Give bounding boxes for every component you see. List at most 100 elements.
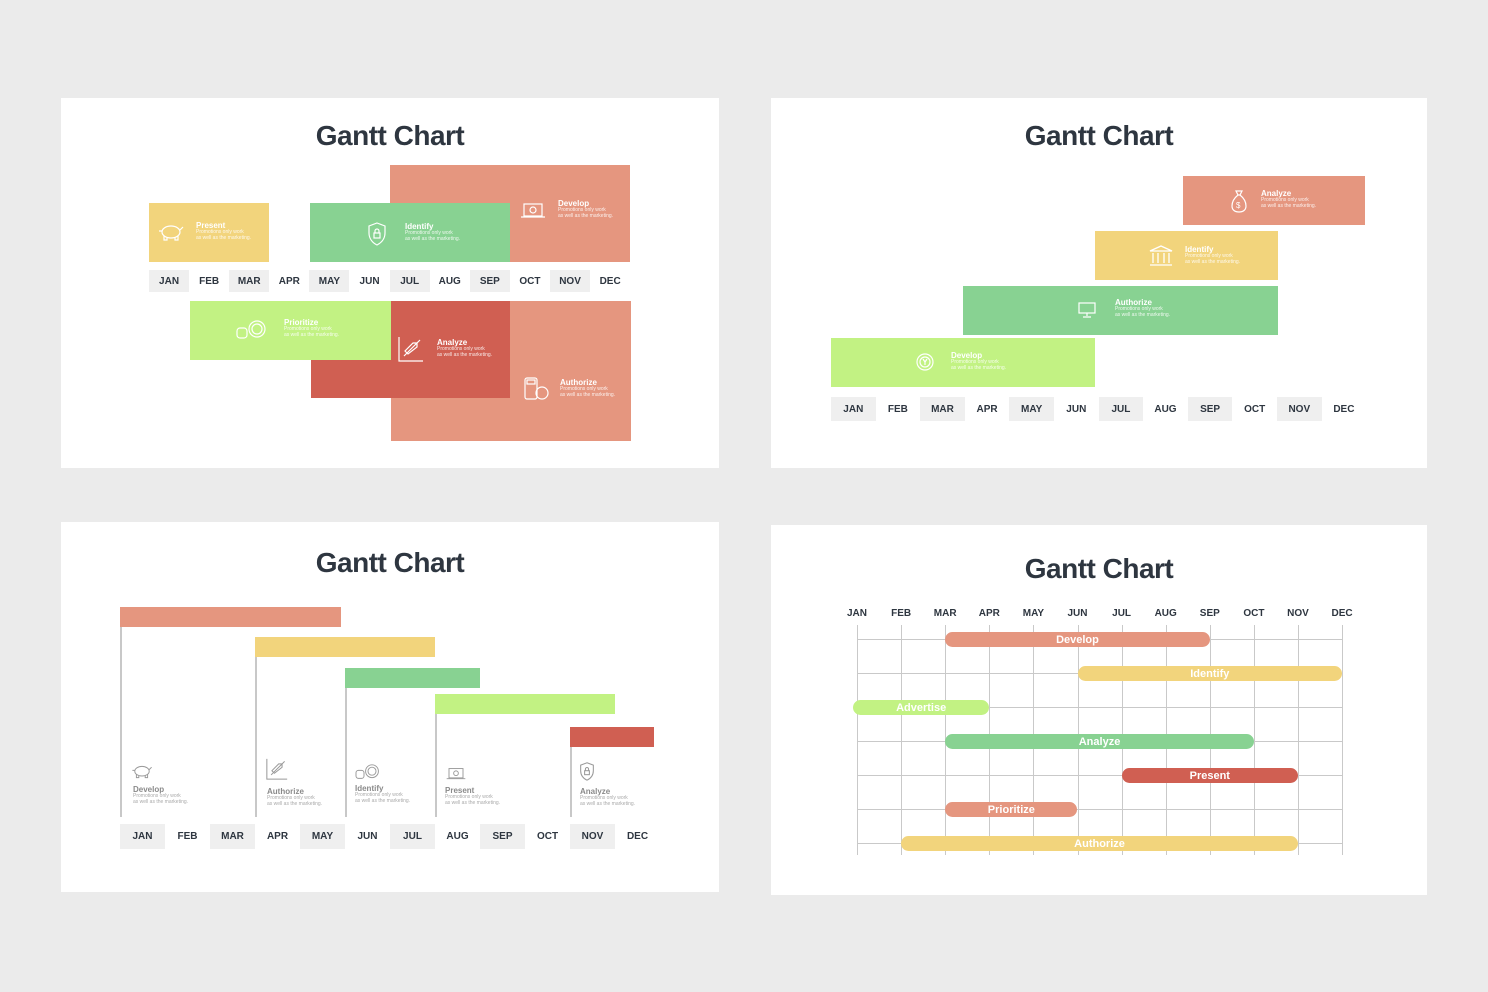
month-label-mar: MAR — [933, 608, 957, 619]
task-bar-present — [435, 694, 615, 714]
task-block-analyze — [1183, 176, 1365, 225]
month-label-aug: AUG — [1154, 403, 1177, 415]
task-block-authorize — [963, 286, 1278, 335]
month-label-sep: SEP — [1199, 608, 1220, 619]
month-label-aug: AUG — [446, 831, 469, 842]
month-label-may: MAY — [1009, 397, 1054, 421]
grid-vertical-line — [1342, 625, 1344, 855]
month-label-nov: NOV — [1277, 397, 1322, 421]
month-label-oct: OCT — [1244, 403, 1266, 415]
svg-text:$: $ — [1236, 201, 1241, 210]
task-bar-label: Analyze — [1078, 735, 1121, 748]
task-bar-label: Prioritize — [987, 803, 1035, 816]
month-label-apr: APR — [278, 275, 300, 287]
task-label-analyze: Analyze Promotions only work as well as th… — [580, 787, 636, 807]
month-label-jan: JAN — [831, 397, 876, 421]
task-bar-label: Develop — [1056, 633, 1099, 646]
grid-horizontal-line — [857, 775, 1343, 776]
task-label-develop: Develop Promotions only work as well as th… — [951, 351, 1007, 371]
month-label-oct: OCT — [1243, 608, 1265, 619]
slide-1-title: Gantt Chart — [315, 120, 465, 151]
task-block-develop — [831, 338, 1095, 387]
month-label-jun: JUN — [357, 831, 378, 842]
month-label-apr: APR — [266, 831, 289, 842]
month-label-feb: FEB — [887, 403, 908, 415]
slide-2-title: Gantt Chart — [1024, 120, 1174, 151]
drop-line — [435, 714, 437, 817]
task-label-present: Present Promotions only work as well as th… — [196, 221, 252, 241]
month-label-dec: DEC — [626, 831, 649, 842]
task-label-prioritize: Prioritize Promotions only work as well as… — [284, 318, 340, 338]
task-bar-label: Identify — [1190, 667, 1230, 680]
yen-coin-icon — [916, 353, 934, 371]
task-label-authorize: Authorize Promotions only work as well as … — [560, 378, 616, 398]
drop-line — [255, 657, 257, 817]
month-label-may: MAY — [309, 270, 350, 292]
month-label-feb: FEB — [177, 831, 198, 842]
month-label-jun: JUN — [359, 275, 380, 287]
task-block-identify — [310, 203, 510, 262]
task-block-identify — [1095, 231, 1278, 280]
grid-vertical-line — [1298, 625, 1299, 855]
month-label-jul: JUL — [390, 824, 435, 849]
task-bar-label: Authorize — [1074, 837, 1125, 850]
month-label-mar: MAR — [210, 824, 255, 849]
piggy-bank-icon — [132, 765, 152, 779]
month-label-aug: AUG — [438, 275, 461, 287]
task-bar-present: Present — [1121, 768, 1298, 783]
month-label-jun: JUN — [1066, 403, 1087, 415]
drop-line — [120, 627, 122, 817]
month-label-apr: APR — [976, 403, 998, 415]
rocket-chart-icon — [266, 758, 288, 780]
laptop-icon — [521, 203, 545, 218]
task-block-prioritize — [190, 301, 391, 360]
rocket-chart-icon — [398, 337, 423, 362]
month-label-apr: APR — [978, 608, 1000, 619]
month-label-sep: SEP — [1187, 397, 1233, 421]
month-label-jul: JUL — [1112, 608, 1132, 619]
month-label-sep: SEP — [480, 824, 525, 849]
grid-horizontal-line — [857, 707, 1343, 708]
task-label-develop: Develop Promotions only work as well as th… — [133, 785, 189, 805]
month-label-oct: OCT — [536, 831, 559, 842]
task-bar-identify: Identify — [1077, 666, 1343, 681]
drop-line — [570, 747, 572, 817]
slide-3-title: Gantt Chart — [315, 547, 465, 578]
task-label-analyze: Analyze Promotions only work as well as th… — [1261, 189, 1317, 209]
grid-horizontal-line — [857, 809, 1343, 810]
task-bar-identify — [345, 668, 480, 688]
task-bar-label: Present — [1189, 769, 1230, 782]
grid-vertical-line — [901, 625, 903, 855]
month-label-feb: FEB — [891, 608, 912, 619]
task-bar-authorize — [255, 637, 435, 657]
shield-lock-icon — [580, 762, 594, 781]
month-label-nov: NOV — [570, 824, 615, 849]
task-bar-prioritize: Prioritize — [945, 802, 1078, 817]
grid-vertical-line — [1253, 625, 1255, 855]
month-label-sep: SEP — [469, 270, 510, 292]
month-label-jul: JUL — [1098, 397, 1144, 421]
month-label-may: MAY — [1022, 608, 1045, 619]
task-bar-label: Advertise — [896, 701, 947, 714]
month-label-may: MAY — [300, 824, 345, 849]
shield-lock-icon — [368, 222, 386, 246]
month-label-dec: DEC — [1331, 608, 1353, 619]
task-label-identify: Identify Promotions only work as well as t… — [355, 784, 411, 804]
money-bag-icon: $ — [1231, 190, 1247, 213]
month-label-nov: NOV — [550, 270, 591, 292]
task-label-authorize: Authorize Promotions only work as well as … — [267, 787, 323, 807]
task-bar-develop — [120, 607, 341, 627]
task-label-identify: Identify Promotions only work as well as t… — [1185, 245, 1241, 265]
month-label-oct: OCT — [519, 275, 541, 287]
task-bar-analyze — [570, 727, 654, 747]
month-label-jan: JAN — [846, 608, 868, 619]
task-label-authorize: Authorize Promotions only work as well as … — [1115, 298, 1171, 318]
monitor-icon — [1078, 302, 1096, 318]
month-label-nov: NOV — [1287, 608, 1309, 619]
bank-icon — [1149, 245, 1173, 266]
month-label-dec: DEC — [599, 275, 621, 287]
month-label-jun: JUN — [1067, 608, 1088, 619]
coins-icon — [355, 764, 379, 779]
month-label-jan: JAN — [120, 824, 165, 849]
task-bar-authorize: Authorize — [901, 836, 1298, 851]
